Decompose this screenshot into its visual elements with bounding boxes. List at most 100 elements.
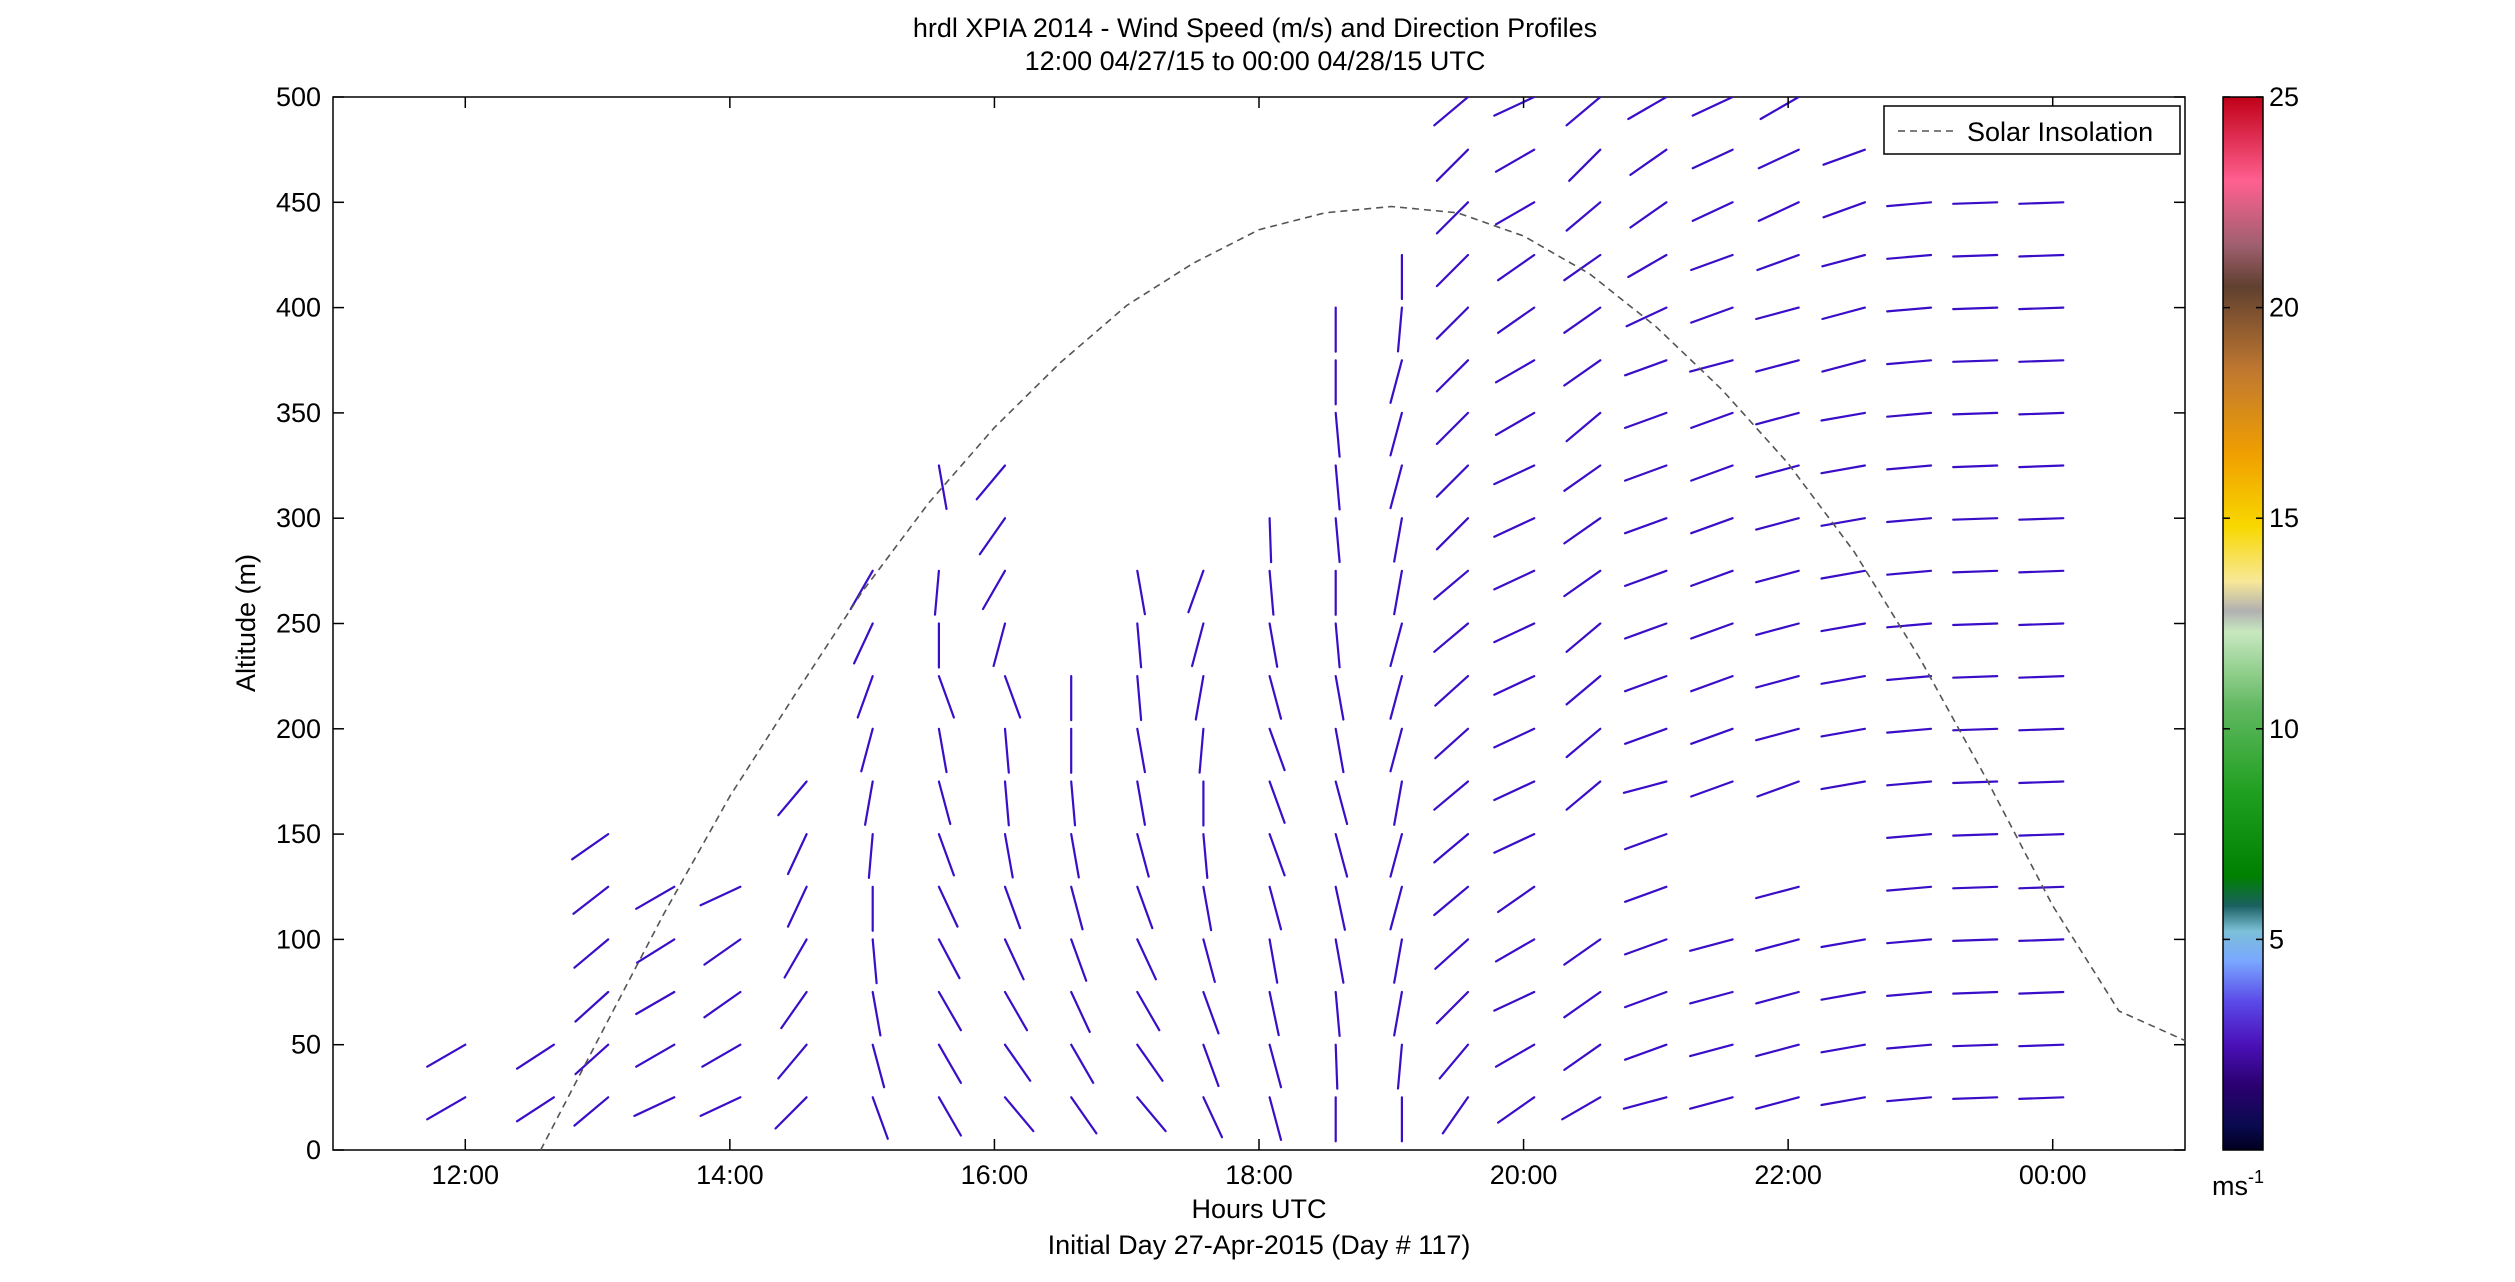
y-tick-label: 200 xyxy=(276,714,321,744)
wind-barb xyxy=(1629,148,1668,176)
wind-barb xyxy=(570,832,610,861)
wind-barb xyxy=(1820,569,1867,580)
wind-barb xyxy=(1268,569,1275,616)
wind-barb xyxy=(2018,780,2065,785)
wind-barb xyxy=(1886,253,1933,260)
wind-barb xyxy=(1623,622,1668,640)
wind-barb xyxy=(1563,938,1602,966)
wind-barb xyxy=(1565,97,1602,127)
wind-barb xyxy=(1003,832,1014,879)
wind-barb xyxy=(1136,1096,1167,1133)
wind-barb xyxy=(1755,569,1800,584)
wind-barb xyxy=(1622,1096,1668,1110)
wind-barb xyxy=(1334,990,1341,1038)
wind-barb xyxy=(1886,674,1933,682)
wind-barb xyxy=(1070,1043,1095,1084)
wind-barb xyxy=(1494,201,1536,226)
wind-barb xyxy=(937,727,948,774)
wind-barb xyxy=(1690,727,1734,745)
wind-barb xyxy=(1435,411,1470,446)
wind-barb xyxy=(2018,464,2065,469)
y-tick-label: 0 xyxy=(306,1135,321,1165)
wind-barb xyxy=(1396,1043,1404,1090)
wind-barb xyxy=(871,938,878,985)
wind-barb xyxy=(1334,727,1345,774)
wind-barb xyxy=(1568,148,1602,182)
wind-barb xyxy=(1623,411,1668,429)
wind-barb xyxy=(852,622,874,665)
wind-barb xyxy=(1003,1043,1032,1082)
wind-barb xyxy=(1690,306,1734,324)
wind-barb xyxy=(937,990,963,1032)
wind-barb xyxy=(1690,411,1734,429)
wind-barb xyxy=(1886,938,1933,945)
legend-label: Solar Insolation xyxy=(1967,117,2153,147)
wind-barb xyxy=(699,885,742,907)
wind-barb xyxy=(1198,727,1205,774)
wind-barb xyxy=(1886,569,1933,576)
wind-barb xyxy=(1623,1043,1668,1061)
wind-barb xyxy=(1756,780,1800,798)
wind-barb xyxy=(1202,1096,1224,1139)
wind-barb xyxy=(1565,727,1602,759)
wind-barb xyxy=(1268,832,1286,877)
wind-barb xyxy=(1690,569,1734,588)
wind-barb xyxy=(699,1096,742,1118)
wind-barb xyxy=(1690,517,1734,535)
wind-barb xyxy=(1070,780,1077,827)
wind-barb xyxy=(1952,569,1999,574)
x-tick-label: 00:00 xyxy=(2019,1160,2087,1190)
wind-barb xyxy=(1755,1096,1800,1110)
wind-barb xyxy=(1690,253,1734,272)
wind-barb xyxy=(1393,517,1404,563)
wind-barb xyxy=(1435,517,1470,551)
wind-barb xyxy=(1755,938,1800,952)
wind-barb xyxy=(2018,938,2065,943)
wind-barb xyxy=(1688,1096,1734,1110)
x-tick-label: 14:00 xyxy=(696,1160,764,1190)
wind-barb xyxy=(633,1096,676,1118)
wind-barb xyxy=(1952,674,1999,679)
wind-barb xyxy=(1494,938,1536,963)
wind-barb xyxy=(1433,622,1470,653)
x-tick-label: 12:00 xyxy=(431,1160,499,1190)
wind-barb xyxy=(1623,885,1668,903)
wind-barb xyxy=(937,674,956,719)
wind-barb xyxy=(849,569,874,611)
wind-barb xyxy=(1268,674,1283,720)
wind-barb xyxy=(1435,253,1470,288)
wind-barb xyxy=(635,938,676,964)
wind-barb xyxy=(1435,306,1470,340)
wind-barb xyxy=(572,885,610,915)
wind-barb xyxy=(774,1096,808,1130)
wind-barb xyxy=(1565,411,1602,443)
wind-barb xyxy=(1952,1043,1999,1048)
wind-barb xyxy=(574,1043,610,1076)
wind-barb xyxy=(1493,517,1536,538)
wind-barb xyxy=(1756,253,1800,272)
wind-barbs xyxy=(426,97,2065,1143)
wind-barb xyxy=(1268,1043,1283,1089)
wind-barb xyxy=(2018,674,2065,679)
wind-barb xyxy=(783,938,808,979)
wind-barb xyxy=(703,990,742,1019)
wind-barb xyxy=(1886,306,1933,313)
plot-area xyxy=(332,96,2186,1151)
wind-barb xyxy=(635,1043,676,1068)
wind-barb xyxy=(1496,306,1536,334)
wind-barb xyxy=(1886,464,1933,471)
wind-barb xyxy=(1820,622,1867,633)
wind-barb xyxy=(937,938,961,980)
wind-barb xyxy=(2018,1043,2065,1048)
wind-barb xyxy=(1886,832,1933,840)
wind-barb xyxy=(1268,517,1273,564)
wind-barb xyxy=(2018,359,2065,363)
colorbar-tick-label: 20 xyxy=(2269,293,2299,323)
wind-barb xyxy=(1494,411,1536,436)
wind-barb xyxy=(1952,990,1999,995)
wind-barb xyxy=(1820,1043,1867,1054)
wind-barb xyxy=(1691,201,1734,222)
wind-barb xyxy=(1433,832,1470,864)
wind-barb xyxy=(1202,990,1220,1035)
